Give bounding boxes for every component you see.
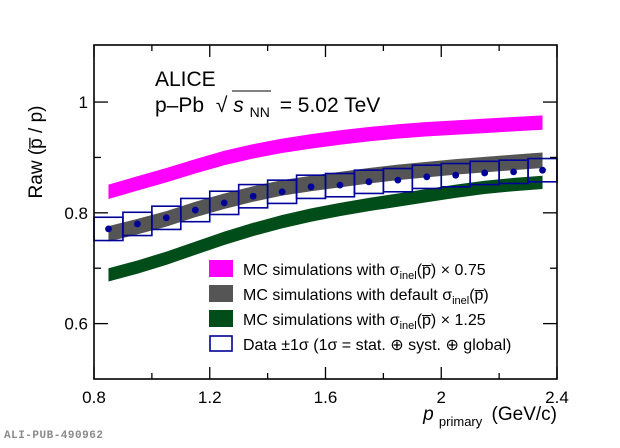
data-point (105, 225, 112, 233)
data-point (539, 166, 546, 174)
y-tick-label: 0.6 (64, 315, 88, 334)
legend-subscript: inel (452, 295, 469, 307)
legend-item: MC simulations with default σinel(p̅) (209, 285, 489, 307)
legend-item: Data ±1σ (1σ = stat. ⊕ syst. ⊕ global) (209, 335, 511, 354)
mc-band-1 (108, 152, 543, 242)
legend-item: MC simulations with σinel(p̅) × 0.75 (209, 260, 486, 282)
data-point (336, 181, 344, 189)
publication-id: ALI-PUB-490962 (4, 430, 104, 442)
system-label: p–Pb √ s NN = 5.02 TeV (155, 94, 380, 122)
x-axis-title: p primary (GeV/c) (422, 404, 557, 431)
x-tick-label: 1.6 (314, 388, 338, 407)
legend-label: MC simulations with σinel(p̅) × 0.75 (243, 262, 486, 282)
data-point (220, 199, 228, 207)
legend-text: MC simulations with σ (243, 312, 400, 329)
x-tick-label: 0.8 (82, 388, 106, 407)
data-point (452, 171, 460, 179)
legend-label: MC simulations with default σinel(p̅) (243, 287, 489, 307)
legend-swatch (209, 260, 233, 277)
legend-subscript: inel (400, 270, 417, 282)
data-point (191, 206, 199, 214)
s-subscript: NN (250, 104, 270, 120)
legend-text: Data ±1σ (1σ = stat. ⊕ syst. ⊕ global) (243, 337, 511, 354)
legend-text: MC simulations with default σ (243, 287, 452, 304)
legend-text-post: (p̅) × 1.25 (417, 312, 486, 329)
collision-system: p–Pb (155, 94, 204, 117)
legend-label: MC simulations with σinel(p̅) × 1.25 (243, 312, 486, 332)
x-axis-subscript: primary (439, 414, 483, 429)
y-axis-title: Raw (p̅ / p) (26, 106, 47, 199)
energy-value: = 5.02 TeV (280, 94, 381, 117)
x-tick-label: 2.4 (545, 388, 569, 407)
x-axis-p: p (422, 404, 434, 425)
y-tick-label: 0.8 (64, 204, 88, 223)
data-point (394, 176, 402, 184)
data-point (162, 214, 170, 222)
data-point (278, 188, 286, 196)
legend-text-post: (p̅) (469, 287, 489, 304)
sqrt-symbol: √ (216, 94, 228, 117)
data-points (105, 166, 546, 233)
legend-text: MC simulations with σ (243, 262, 400, 279)
legend-swatch (209, 285, 233, 302)
s-symbol: s (233, 94, 244, 117)
axes: 0.8 1.2 1.6 2 2.4 0.6 0.8 1 (64, 44, 569, 407)
data-point (481, 169, 489, 177)
legend-swatch (209, 310, 233, 327)
legend-subscript: inel (400, 320, 417, 332)
data-boxes (93, 157, 558, 242)
legend-item: MC simulations with σinel(p̅) × 1.25 (209, 310, 486, 332)
x-axis-units: (GeV/c) (492, 404, 557, 425)
mc-band-2 (108, 175, 543, 282)
y-tick-label: 1 (79, 93, 88, 112)
data-point (307, 183, 315, 191)
data-point (134, 220, 141, 228)
data-point (365, 178, 373, 186)
mc-bands (108, 115, 543, 282)
experiment-label: ALICE (155, 68, 216, 91)
legend-label: Data ±1σ (1σ = stat. ⊕ syst. ⊕ global) (243, 337, 511, 354)
data-point (423, 173, 431, 181)
legend-text-post: (p̅) × 0.75 (417, 262, 486, 279)
legend-swatch (209, 335, 233, 352)
x-tick-label: 2 (437, 388, 446, 407)
data-point (510, 168, 517, 176)
data-point (249, 192, 257, 200)
x-tick-label: 1.2 (198, 388, 222, 407)
mc-band-0 (108, 115, 543, 199)
